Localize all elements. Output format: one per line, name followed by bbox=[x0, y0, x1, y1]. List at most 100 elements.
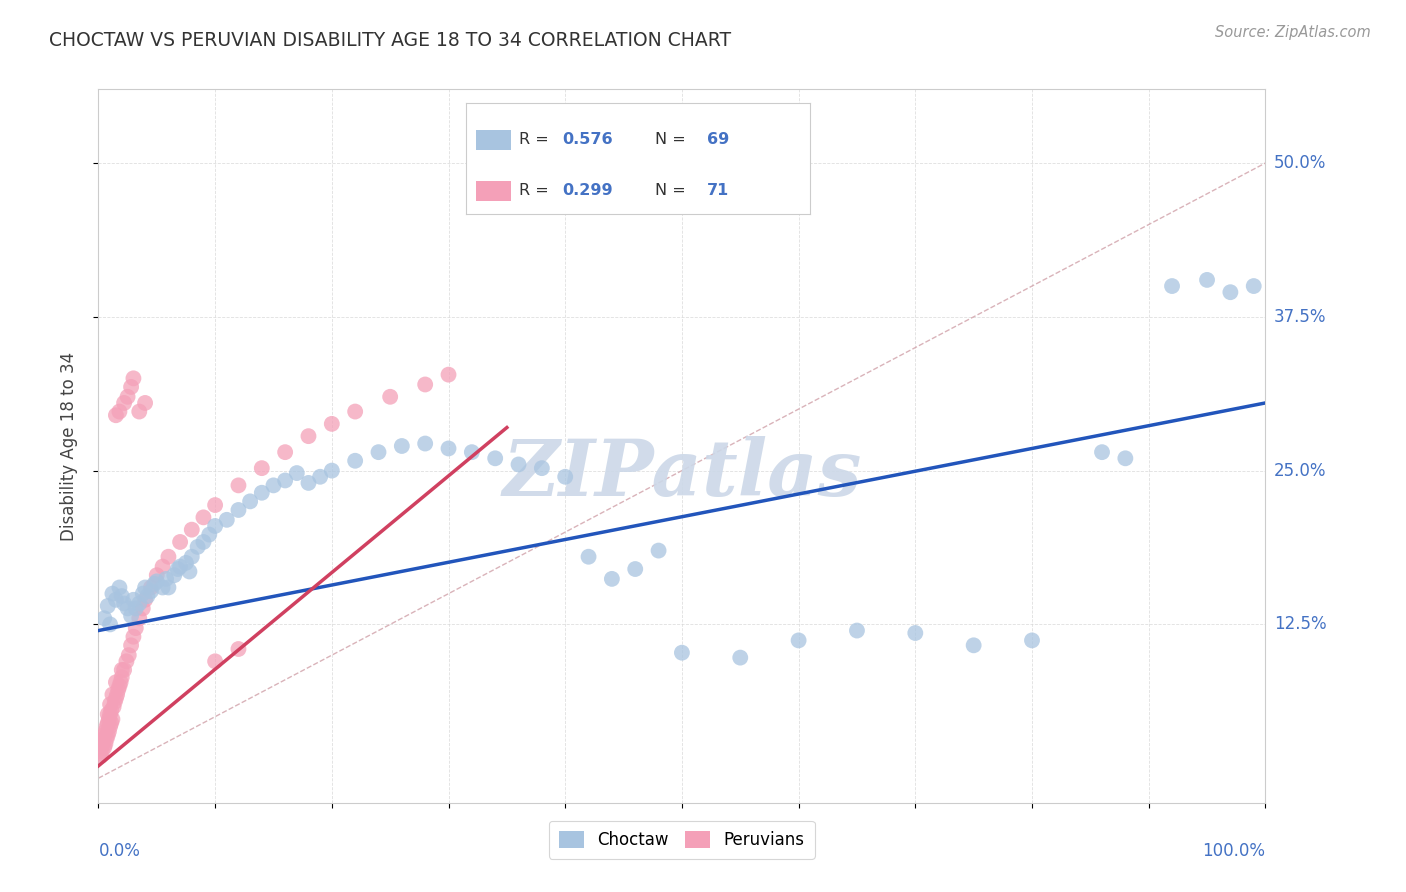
Point bbox=[115, 654, 138, 668]
Point bbox=[193, 535, 215, 549]
Point bbox=[117, 601, 139, 615]
Text: 50.0%: 50.0% bbox=[1274, 154, 1326, 172]
Point bbox=[104, 675, 127, 690]
Point bbox=[93, 611, 115, 625]
Point bbox=[125, 621, 148, 635]
Point bbox=[94, 737, 117, 751]
Point bbox=[100, 715, 122, 730]
Point bbox=[97, 715, 120, 730]
Point bbox=[228, 478, 250, 492]
Point bbox=[367, 445, 389, 459]
Point bbox=[309, 469, 332, 483]
Point bbox=[125, 601, 148, 615]
Point bbox=[437, 368, 460, 382]
Point bbox=[321, 464, 343, 478]
Point bbox=[380, 390, 402, 404]
Text: ZIPatlas: ZIPatlas bbox=[502, 436, 862, 513]
Point bbox=[146, 568, 169, 582]
Point bbox=[274, 445, 297, 459]
Point bbox=[413, 436, 436, 450]
Text: Source: ZipAtlas.com: Source: ZipAtlas.com bbox=[1215, 25, 1371, 40]
Point bbox=[108, 404, 131, 418]
Point bbox=[193, 510, 215, 524]
Text: 37.5%: 37.5% bbox=[1274, 308, 1326, 326]
Point bbox=[93, 740, 115, 755]
Point bbox=[239, 494, 262, 508]
Text: 0.0%: 0.0% bbox=[98, 842, 141, 860]
Text: 12.5%: 12.5% bbox=[1274, 615, 1326, 633]
Point bbox=[112, 396, 135, 410]
Point bbox=[134, 592, 156, 607]
Point bbox=[285, 466, 308, 480]
Point bbox=[139, 581, 162, 595]
Point bbox=[112, 597, 135, 611]
Point bbox=[152, 581, 174, 595]
Point bbox=[215, 513, 238, 527]
Point bbox=[111, 670, 134, 684]
Point bbox=[107, 682, 129, 697]
Point bbox=[104, 592, 127, 607]
Point bbox=[101, 587, 124, 601]
Point bbox=[134, 396, 156, 410]
Point bbox=[91, 737, 114, 751]
Point bbox=[344, 454, 367, 468]
Point bbox=[111, 589, 134, 603]
Point bbox=[730, 650, 752, 665]
Point bbox=[554, 469, 576, 483]
Point bbox=[104, 409, 127, 423]
Point bbox=[105, 688, 128, 702]
Point bbox=[90, 740, 112, 755]
Point bbox=[250, 461, 273, 475]
Point bbox=[93, 728, 115, 742]
Point bbox=[180, 523, 202, 537]
Point bbox=[143, 576, 166, 591]
Point bbox=[157, 549, 180, 564]
Point bbox=[1021, 633, 1043, 648]
Point bbox=[118, 648, 141, 662]
Point bbox=[624, 562, 647, 576]
Point bbox=[120, 608, 142, 623]
Point bbox=[157, 581, 180, 595]
Point bbox=[146, 574, 169, 589]
Point bbox=[97, 707, 120, 722]
Point bbox=[1161, 279, 1184, 293]
Point bbox=[96, 719, 118, 733]
Point bbox=[98, 719, 121, 733]
Point bbox=[98, 707, 121, 722]
Point bbox=[132, 601, 155, 615]
Text: 100.0%: 100.0% bbox=[1202, 842, 1265, 860]
Point bbox=[122, 371, 145, 385]
Y-axis label: Disability Age 18 to 34: Disability Age 18 to 34 bbox=[59, 351, 77, 541]
Point bbox=[437, 442, 460, 456]
Point bbox=[250, 485, 273, 500]
Point bbox=[97, 724, 120, 739]
Point bbox=[1219, 285, 1241, 300]
Point bbox=[101, 688, 124, 702]
Point bbox=[180, 549, 202, 564]
Text: CHOCTAW VS PERUVIAN DISABILITY AGE 18 TO 34 CORRELATION CHART: CHOCTAW VS PERUVIAN DISABILITY AGE 18 TO… bbox=[49, 31, 731, 50]
Point bbox=[128, 597, 150, 611]
Point bbox=[484, 451, 506, 466]
Point bbox=[120, 638, 142, 652]
Point bbox=[132, 587, 155, 601]
Point bbox=[321, 417, 343, 431]
Point bbox=[90, 749, 112, 764]
Point bbox=[204, 498, 226, 512]
Point bbox=[262, 478, 284, 492]
Point bbox=[98, 698, 121, 712]
Point bbox=[647, 543, 669, 558]
Point bbox=[139, 584, 162, 599]
Legend: Choctaw, Peruvians: Choctaw, Peruvians bbox=[548, 821, 815, 859]
Point bbox=[97, 599, 120, 613]
Point bbox=[111, 663, 134, 677]
Point bbox=[155, 572, 177, 586]
Point bbox=[97, 728, 120, 742]
Point bbox=[152, 559, 174, 574]
Point bbox=[228, 642, 250, 657]
Point bbox=[128, 404, 150, 418]
Point bbox=[134, 581, 156, 595]
Point bbox=[110, 675, 132, 690]
Point bbox=[297, 475, 319, 490]
Text: 25.0%: 25.0% bbox=[1274, 461, 1326, 480]
Point bbox=[163, 568, 186, 582]
